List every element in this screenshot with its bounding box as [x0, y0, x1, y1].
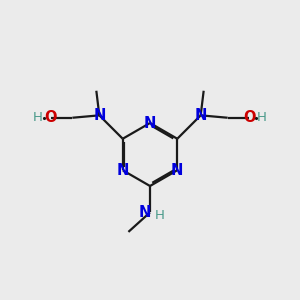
Text: H: H: [257, 111, 267, 124]
Text: N: N: [116, 163, 129, 178]
Text: O: O: [44, 110, 57, 125]
Text: H: H: [155, 209, 164, 222]
Text: N: N: [194, 108, 207, 123]
Text: O: O: [243, 110, 256, 125]
Text: H: H: [33, 111, 43, 124]
Text: N: N: [138, 205, 151, 220]
Text: N: N: [93, 108, 106, 123]
Text: N: N: [171, 163, 184, 178]
Text: N: N: [144, 116, 156, 130]
